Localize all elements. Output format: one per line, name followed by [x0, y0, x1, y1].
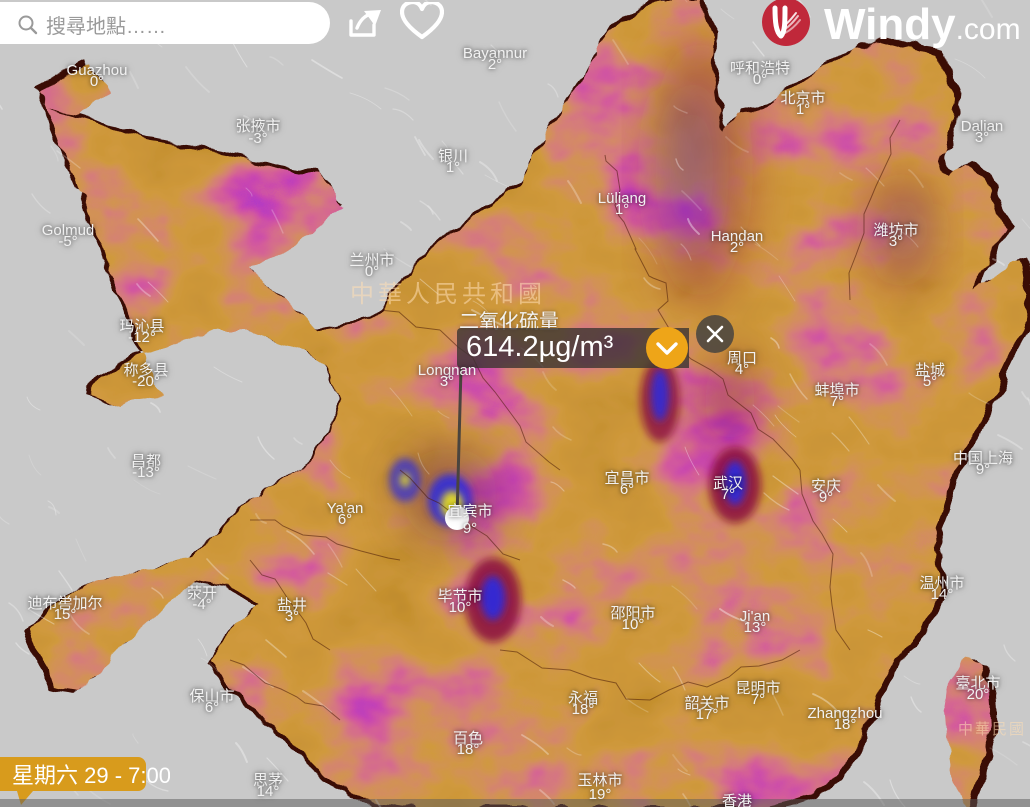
svg-text:Windy.com: Windy.com [824, 0, 1021, 49]
svg-text:星期六 29 - 7:00: 星期六 29 - 7:00 [12, 763, 170, 788]
